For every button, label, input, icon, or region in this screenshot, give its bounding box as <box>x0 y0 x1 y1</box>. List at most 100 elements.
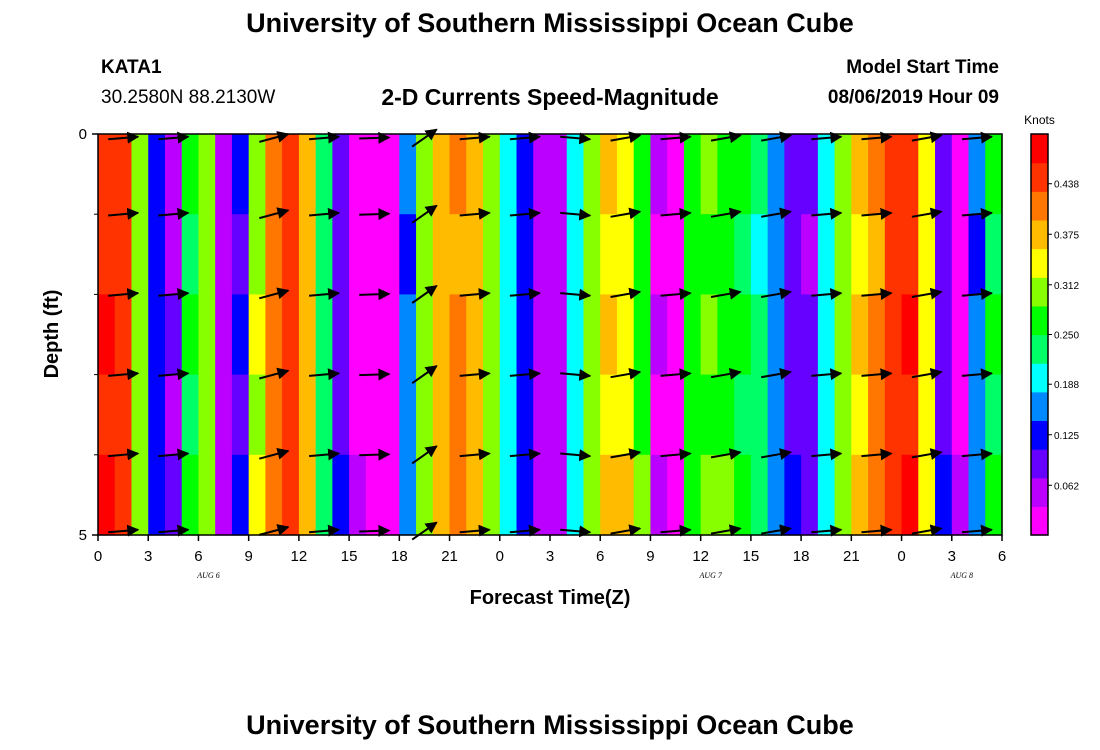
current-vector-arrow <box>158 448 190 461</box>
heatmap-cell <box>483 294 501 376</box>
heatmap-cell <box>834 294 852 376</box>
colorbar-segment <box>1031 334 1048 364</box>
current-vector-arrow <box>259 131 290 143</box>
heatmap-cell <box>416 214 434 295</box>
heatmap-cell <box>181 294 200 376</box>
heatmap-cell <box>566 454 585 536</box>
y-axis-label: Depth (ft) <box>41 290 63 379</box>
colorbar-segment <box>1031 363 1048 393</box>
heatmap-cell <box>499 214 518 295</box>
heatmap-cell <box>98 374 116 456</box>
station-coordinates: 30.2580N 88.2130W <box>101 87 276 108</box>
heatmap-cell <box>516 294 534 376</box>
y-axis: 05 <box>79 126 98 544</box>
heatmap-cell <box>298 454 317 536</box>
heatmap-cell <box>533 134 551 215</box>
x-tick-label: 18 <box>793 548 810 565</box>
current-vector-arrow <box>411 128 438 148</box>
current-vector-arrow <box>259 524 290 536</box>
heatmap-cell <box>449 294 467 376</box>
heatmap-cell <box>801 134 819 215</box>
heatmap-cell <box>583 454 601 536</box>
heatmap-cell <box>851 294 869 376</box>
heatmap-cell <box>98 214 116 295</box>
x-tick-label: 0 <box>496 548 504 565</box>
heatmap-cell <box>884 294 903 376</box>
current-vector-arrow <box>610 131 642 144</box>
heatmap-cell <box>750 374 769 456</box>
current-vector-arrow <box>309 448 341 461</box>
x-tick-label: 3 <box>546 548 554 565</box>
current-vector-arrow <box>710 287 742 300</box>
current-vector-arrow <box>411 284 438 304</box>
heatmap-cell <box>968 374 986 456</box>
heatmap-cell <box>399 214 417 295</box>
heatmap-cell <box>282 134 300 215</box>
heatmap-cell <box>164 374 183 456</box>
heatmap-cell <box>616 134 635 215</box>
heatmap-cell <box>533 214 551 295</box>
heatmap-cell <box>231 374 250 456</box>
current-vector-arrow <box>259 447 290 460</box>
heatmap-cell <box>382 214 400 295</box>
x-tick-label: 9 <box>244 548 252 565</box>
heatmap-cell <box>683 134 702 215</box>
heatmap-cell <box>131 454 149 536</box>
heatmap-cell <box>734 294 752 376</box>
heatmap-cell <box>884 454 903 536</box>
heatmap-cell <box>382 454 400 536</box>
heatmap-cell <box>734 374 752 456</box>
heatmap-cell <box>365 134 384 215</box>
heatmap-cell <box>282 454 300 536</box>
heatmap-cell <box>466 214 484 295</box>
x-axis: 0 3 6 9 12 15 18 21 0 3 6 9 12 15 18 21 0 3 6 AUG 6 AUG 7 AUG… <box>94 535 1006 580</box>
heatmap-cell <box>466 374 484 456</box>
heatmap-cell <box>901 134 919 215</box>
heatmap-cell <box>968 454 986 536</box>
heatmap-cell <box>868 454 886 536</box>
heatmap-cell <box>951 374 970 456</box>
heatmap-cell <box>700 214 719 295</box>
heatmap-cell <box>365 294 384 376</box>
current-vector-arrow <box>961 448 993 461</box>
heatmap-cell <box>432 454 451 536</box>
heatmap-cell <box>633 294 652 376</box>
heatmap-cell <box>600 294 618 376</box>
heatmap-cell <box>148 454 166 536</box>
current-vector-arrow <box>158 207 190 220</box>
heatmap-cell <box>365 374 384 456</box>
heatmap-cell <box>432 134 451 215</box>
heatmap-cell <box>817 134 836 215</box>
current-vector-arrow <box>309 368 341 381</box>
heatmap-cell <box>114 134 133 215</box>
current-vector-arrow <box>459 131 491 144</box>
heatmap-cell <box>282 294 300 376</box>
date-label: AUG 8 <box>950 571 973 580</box>
model-start-label: Model Start Time <box>846 57 999 78</box>
current-vector-arrow <box>411 521 438 541</box>
heatmap-cell <box>432 214 451 295</box>
x-tick-label: 21 <box>843 548 860 565</box>
colorbar-segment <box>1031 506 1048 536</box>
heatmap-cell <box>935 454 953 536</box>
current-vector-arrow <box>108 207 140 220</box>
heatmap-cell <box>499 454 518 536</box>
heatmap-cell <box>365 454 384 536</box>
current-vector-arrow <box>761 287 792 300</box>
colorbar-label: 0.250 <box>1054 331 1079 342</box>
heatmap-cell <box>148 294 166 376</box>
current-vector-arrow <box>509 131 541 144</box>
heatmap-cell <box>650 374 668 456</box>
colorbar-segment <box>1031 191 1048 221</box>
heatmap-cell <box>164 214 183 295</box>
heatmap-cell <box>499 134 518 215</box>
heatmap-cell <box>198 214 216 295</box>
heatmap-cell <box>265 374 283 456</box>
heatmap-cell <box>215 134 233 215</box>
current-vector-arrow <box>359 288 391 301</box>
heatmap-cell <box>416 454 434 536</box>
current-vector-arrow <box>861 448 893 461</box>
footer-title: University of Southern Mississippi Ocean… <box>246 710 854 740</box>
heatmap-cell <box>985 454 1003 536</box>
colorbar-label: 0.125 <box>1054 431 1079 442</box>
